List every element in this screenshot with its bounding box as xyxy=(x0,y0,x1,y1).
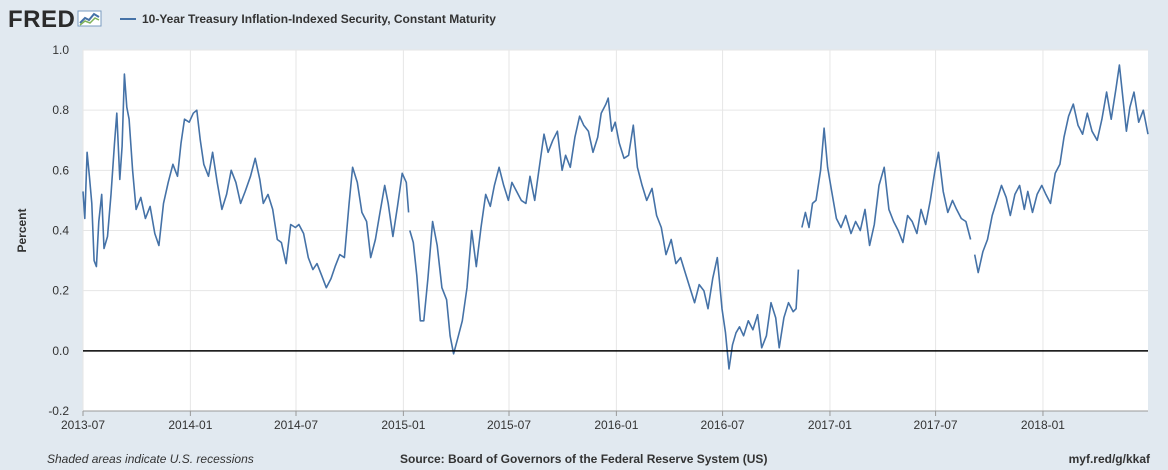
y-tick-label: -0.2 xyxy=(48,404,69,418)
fred-logo[interactable]: FRED xyxy=(8,6,103,34)
x-tick-label: 2014-01 xyxy=(168,418,212,432)
legend-series-swatch xyxy=(120,18,136,20)
fred-chart-logo-icon xyxy=(77,8,103,33)
x-tick-label: 2015-01 xyxy=(381,418,425,432)
y-tick-label: 1.0 xyxy=(52,43,69,57)
short-url-link[interactable]: myf.red/g/kkaf xyxy=(1068,452,1150,466)
x-tick-label: 2018-01 xyxy=(1021,418,1065,432)
fred-logo-text: FRED xyxy=(8,6,76,33)
y-tick-label: 0.4 xyxy=(52,224,69,238)
x-tick-label: 2016-07 xyxy=(701,418,745,432)
x-tick-label: 2014-07 xyxy=(274,418,318,432)
x-tick-label: 2015-07 xyxy=(487,418,531,432)
series-line-segment xyxy=(82,73,410,289)
y-tick-label: 0.6 xyxy=(52,163,69,177)
chart-legend[interactable]: 10-Year Treasury Inflation-Indexed Secur… xyxy=(120,12,496,26)
x-tick-label: 2017-01 xyxy=(808,418,852,432)
legend-series-label: 10-Year Treasury Inflation-Indexed Secur… xyxy=(142,12,496,26)
y-tick-label: 0.0 xyxy=(52,344,69,358)
x-tick-label: 2013-07 xyxy=(61,418,105,432)
x-tick-label: 2016-01 xyxy=(594,418,638,432)
recession-note: Shaded areas indicate U.S. recessions xyxy=(47,452,254,466)
x-tick-label: 2017-07 xyxy=(914,418,958,432)
source-note: Source: Board of Governors of the Federa… xyxy=(400,452,768,466)
y-tick-label: 0.2 xyxy=(52,284,69,298)
series-line-segment xyxy=(409,97,800,370)
y-axis-label: Percent xyxy=(15,208,29,252)
chart-header: FRED 10-Year Treasury Inflation-Indexed … xyxy=(0,0,1168,40)
y-tick-label: 0.8 xyxy=(52,103,69,117)
series-line-segment xyxy=(801,127,972,247)
series-line-segment xyxy=(973,64,1149,274)
